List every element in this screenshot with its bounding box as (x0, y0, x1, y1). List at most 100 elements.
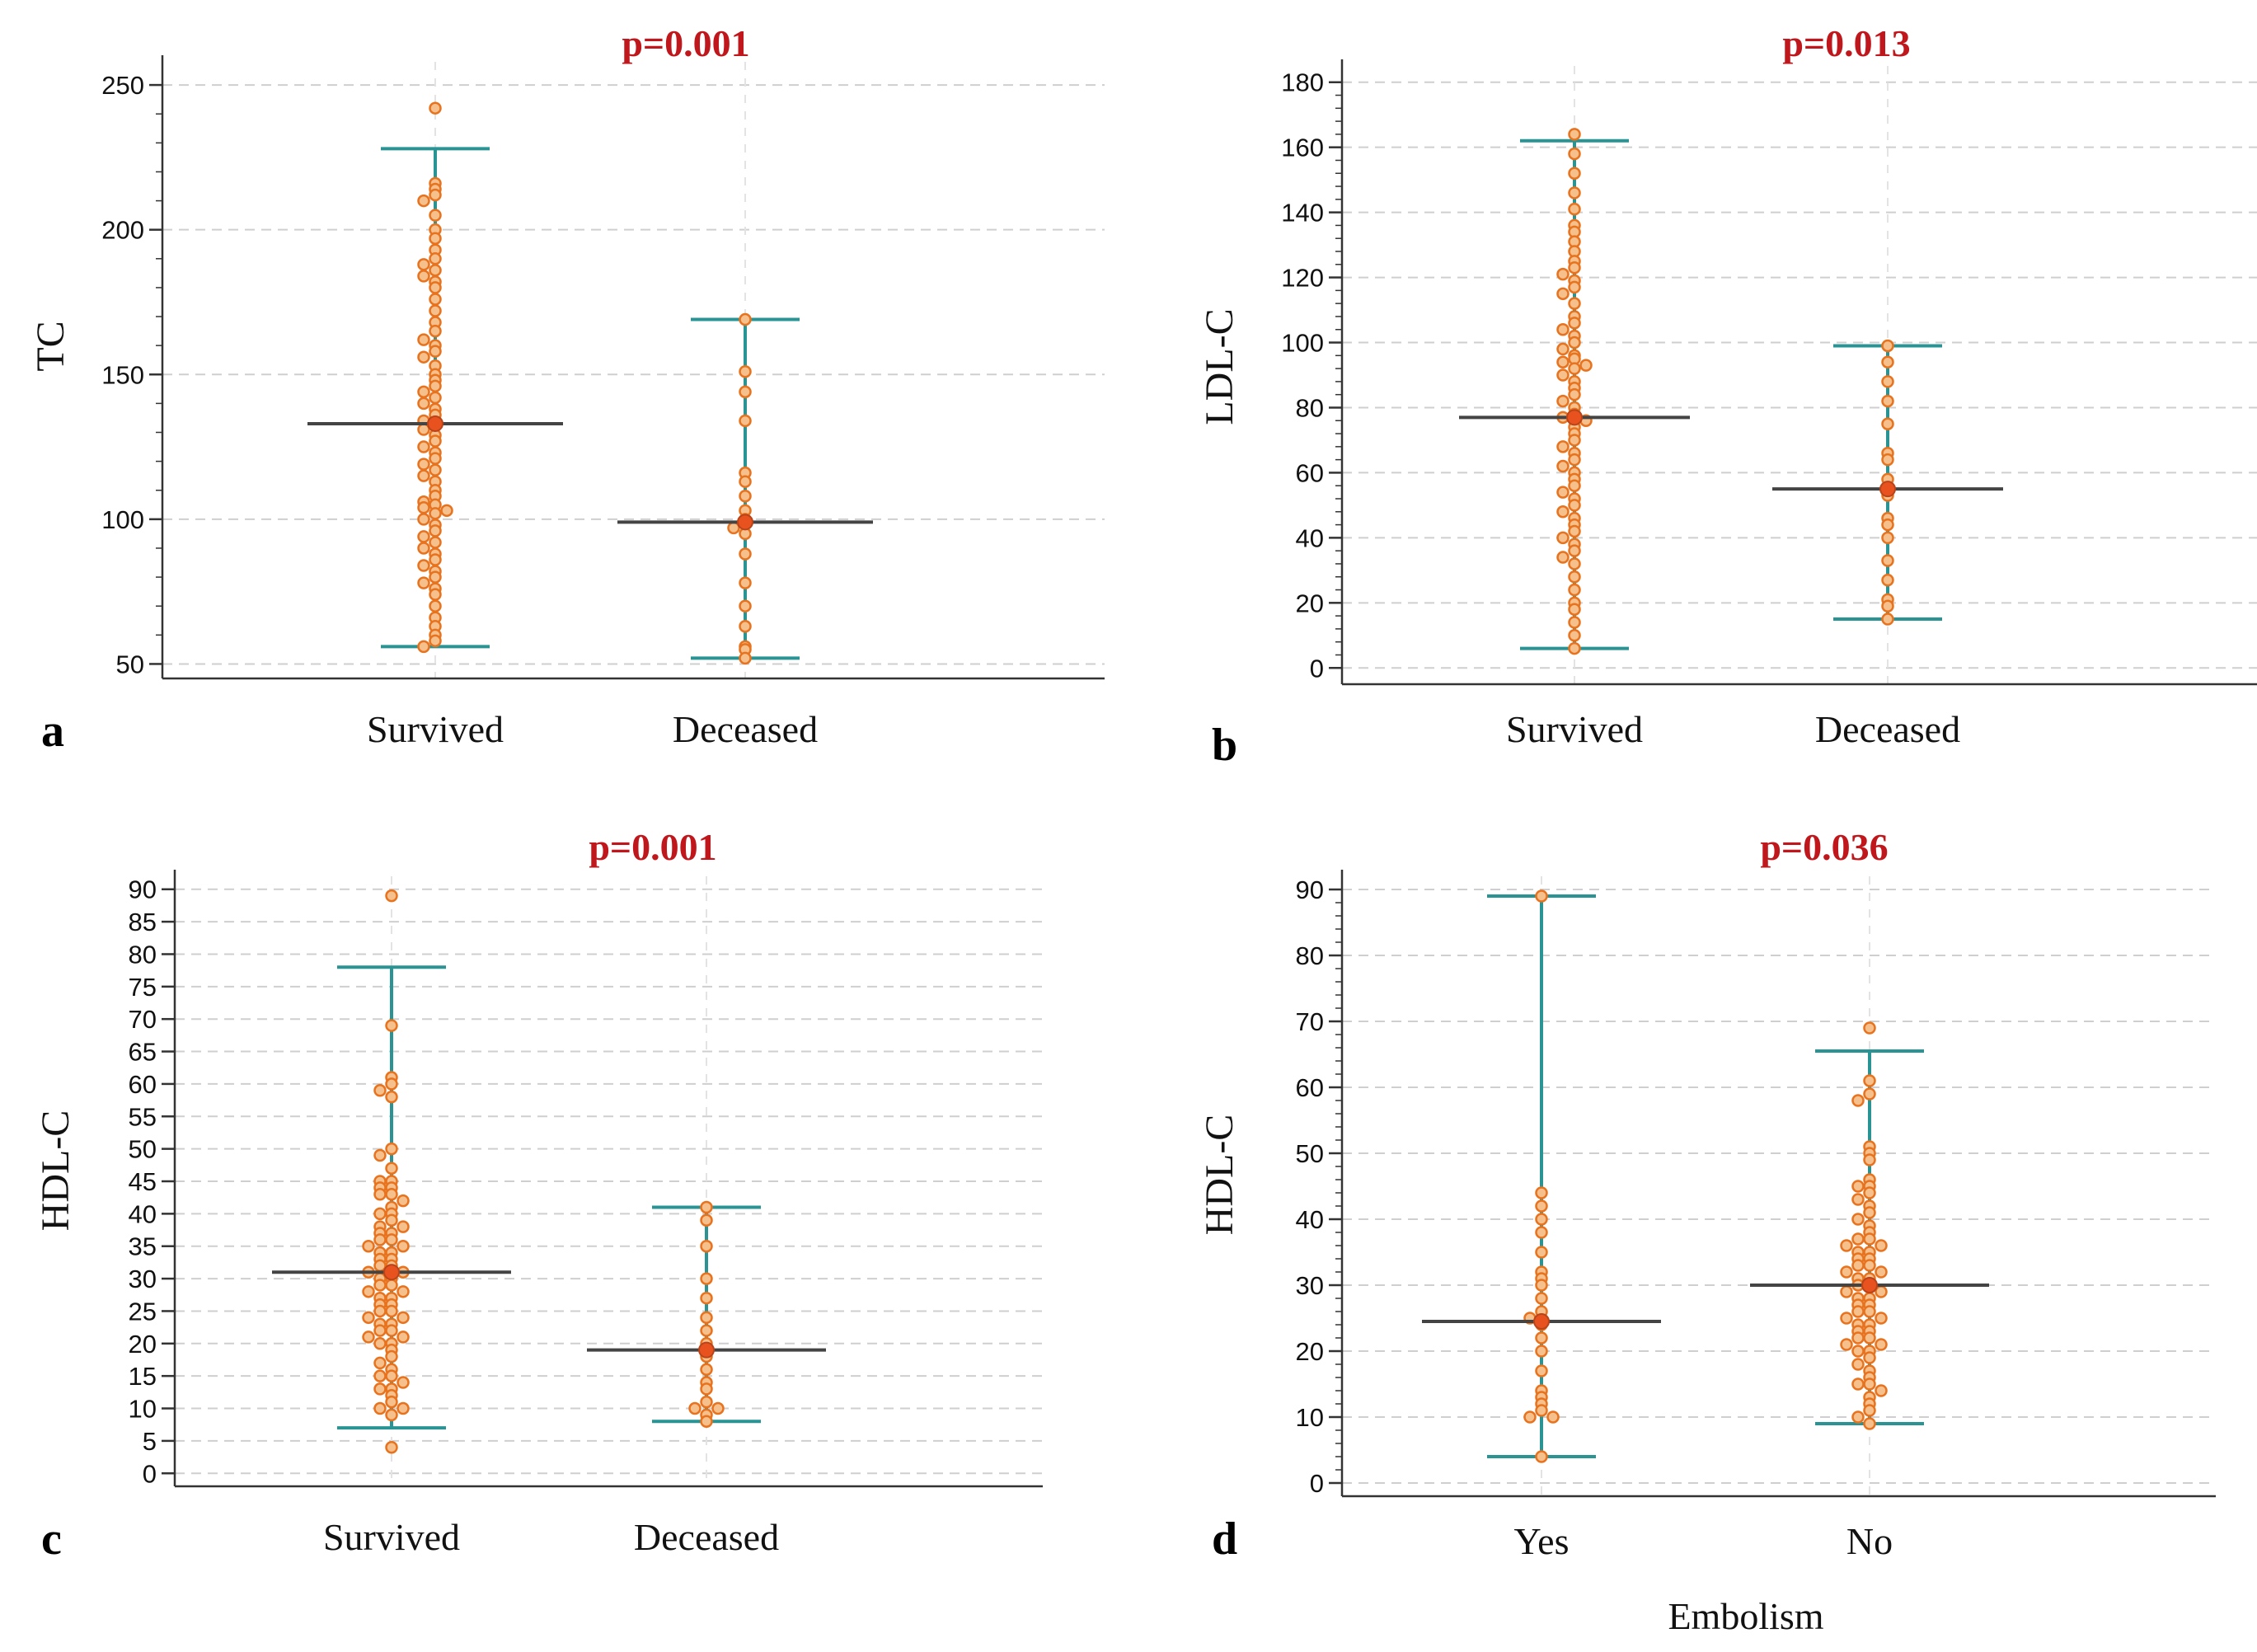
y-tick-label: 250 (101, 71, 144, 100)
data-point (1851, 1358, 1865, 1371)
y-tick-label: 200 (101, 216, 144, 245)
data-point (1881, 612, 1894, 626)
panel-c: p=0.001 HDL-C c 0 5 10 15 20 25 30 35 40 45 50 55 60… (34, 826, 1043, 1565)
panel-b: p=0.013 LDL-C b 0 20 40 60 80 100 120 140 160 180… (1198, 22, 2257, 771)
data-point (1863, 1351, 1876, 1364)
data-point (700, 1239, 713, 1253)
data-point (1840, 1265, 1853, 1279)
data-point (1535, 1292, 1548, 1305)
data-point (739, 414, 752, 428)
data-point (700, 1200, 713, 1214)
data-point (1840, 1338, 1853, 1351)
y-tick-label: 50 (1296, 1139, 1324, 1168)
x-tick-label: Survived (1506, 708, 1643, 750)
data-point (1863, 1417, 1876, 1430)
data-point (362, 1331, 375, 1344)
data-point (700, 1311, 713, 1325)
data-point (1556, 322, 1570, 336)
data-point (385, 1349, 398, 1363)
data-point (385, 1408, 398, 1422)
x-tick-label: No (1846, 1520, 1893, 1562)
y-tick-label: 30 (1296, 1271, 1324, 1300)
data-point (1840, 1285, 1853, 1298)
data-point (1568, 147, 1581, 161)
data-point (429, 188, 442, 202)
data-point (1523, 1410, 1537, 1424)
pvalue-label: p=0.001 (622, 22, 749, 64)
data-point (1863, 1153, 1876, 1166)
data-point (373, 1304, 387, 1318)
data-point (739, 490, 752, 503)
data-point (373, 1084, 387, 1097)
data-point (1875, 1265, 1888, 1279)
data-point (373, 1382, 387, 1396)
data-point (1881, 518, 1894, 532)
data-point (1863, 1331, 1876, 1345)
data-point (385, 1187, 398, 1201)
data-point (1556, 394, 1570, 408)
data-point (396, 1311, 410, 1325)
x-tick-label: Yes (1514, 1520, 1570, 1562)
y-tick-label: 80 (1296, 941, 1324, 970)
data-point (1556, 287, 1570, 301)
data-point (1881, 573, 1894, 587)
data-point (429, 379, 442, 393)
data-point (417, 385, 430, 399)
data-point (417, 559, 430, 572)
data-point (1875, 1384, 1888, 1397)
y-tick-label: 70 (129, 1005, 157, 1034)
data-point (1568, 202, 1581, 216)
data-point (417, 542, 430, 555)
data-point (373, 1369, 387, 1382)
panel-a: p=0.001 TC a 50 100 150 200 250 Survived Decea… (29, 22, 1105, 757)
data-point (373, 1337, 387, 1350)
data-point (373, 1324, 387, 1337)
data-point (1875, 1312, 1888, 1325)
data-point (1546, 1410, 1560, 1424)
data-point (385, 1142, 398, 1156)
data-point (417, 397, 430, 411)
data-point (385, 1213, 398, 1227)
y-tick-label: 30 (129, 1265, 157, 1293)
data-point (385, 1233, 398, 1246)
data-point (1851, 1331, 1865, 1345)
y-tick-label: 85 (129, 908, 157, 936)
data-point (1851, 1213, 1865, 1226)
data-point (1851, 1410, 1865, 1424)
data-point (1568, 387, 1581, 401)
data-point (429, 524, 442, 537)
y-tick-label: 15 (129, 1362, 157, 1391)
data-point (429, 281, 442, 294)
data-point (396, 1285, 410, 1298)
panel-letter: d (1212, 1514, 1237, 1565)
data-point (429, 324, 442, 338)
data-point (1535, 1404, 1548, 1417)
y-tick-label: 60 (1296, 1073, 1324, 1102)
data-point (396, 1376, 410, 1389)
data-point (1568, 583, 1581, 597)
data-point (429, 391, 442, 405)
data-point (688, 1401, 702, 1415)
data-point (1556, 342, 1570, 356)
median-marker (1861, 1277, 1878, 1293)
data-point (1556, 267, 1570, 281)
data-point (1535, 1226, 1548, 1239)
y-tick-label: 90 (1296, 875, 1324, 904)
data-point (700, 1395, 713, 1409)
y-tick-label: 20 (129, 1330, 157, 1359)
data-point (396, 1220, 410, 1233)
data-point (1863, 1259, 1876, 1272)
data-point (1535, 1199, 1548, 1213)
data-point (417, 501, 430, 514)
y-tick-label: 0 (143, 1459, 157, 1488)
data-point (385, 1162, 398, 1176)
data-point (429, 293, 442, 306)
data-point (429, 536, 442, 549)
data-point (1568, 128, 1581, 141)
y-tick-label: 35 (129, 1232, 157, 1261)
y-tick-label: 40 (1296, 1205, 1324, 1234)
data-point (385, 1090, 398, 1104)
data-point (429, 553, 442, 566)
data-point (1568, 186, 1581, 199)
data-point (429, 345, 442, 358)
